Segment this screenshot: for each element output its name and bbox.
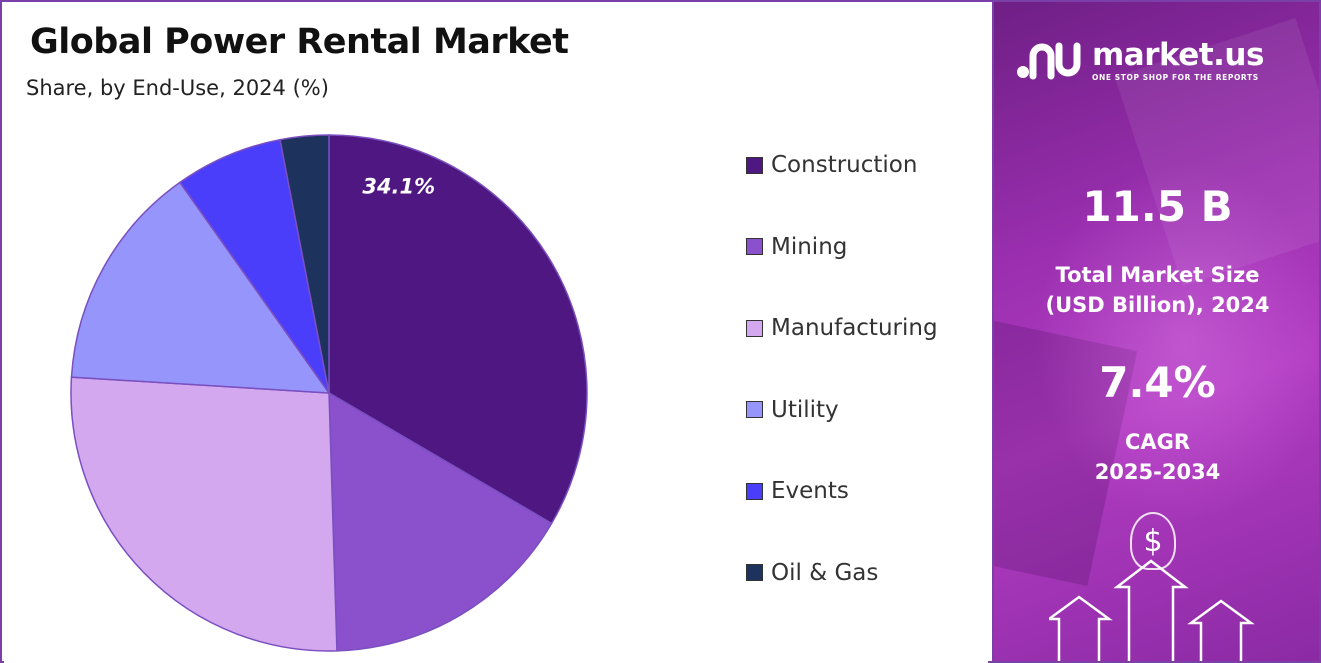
pie-slice-oil-gas bbox=[279, 134, 330, 394]
legend-label: Mining bbox=[771, 233, 848, 260]
brand-tagline: ONE STOP SHOP FOR THE REPORTS bbox=[1092, 72, 1259, 82]
legend-item: Mining bbox=[746, 234, 847, 260]
chart-title: Global Power Rental Market bbox=[30, 22, 569, 62]
legend-item: Construction bbox=[746, 152, 917, 178]
background-glow bbox=[1034, 162, 1319, 522]
legend-label: Construction bbox=[771, 152, 918, 178]
pie-chart: 34.1% bbox=[64, 128, 594, 658]
legend-item: Utility bbox=[746, 397, 839, 423]
pie-slice-utility bbox=[70, 181, 331, 394]
growth-arrows-icon bbox=[1049, 559, 1255, 661]
chart-subtitle: Share, by End-Use, 2024 (%) bbox=[26, 76, 329, 100]
legend-item: Events bbox=[746, 478, 849, 504]
market-size-label-line2: (USD Billion), 2024 bbox=[1045, 293, 1270, 317]
pie-slice-construction bbox=[328, 134, 588, 525]
pie-chart-svg: 34.1% bbox=[70, 134, 588, 652]
legend-item: Oil & Gas bbox=[746, 560, 878, 586]
cagr-label-line2: 2025-2034 bbox=[1094, 460, 1221, 484]
brand-name: market.us bbox=[1092, 36, 1264, 73]
legend-label: Manufacturing bbox=[771, 315, 938, 341]
pie-data-label: 34.1% bbox=[362, 174, 435, 198]
market-us-logo-icon bbox=[1017, 42, 1081, 80]
legend-swatch bbox=[746, 482, 763, 500]
legend-swatch bbox=[746, 401, 763, 418]
legend-label: Oil & Gas bbox=[771, 559, 879, 586]
dollar-icon: $ bbox=[1130, 512, 1176, 570]
legend-label: Utility bbox=[771, 396, 839, 423]
market-size-value: 11.5 B bbox=[1082, 182, 1233, 231]
legend-swatch bbox=[746, 564, 763, 581]
legend-swatch bbox=[746, 156, 763, 174]
legend-item: Manufacturing bbox=[746, 315, 938, 341]
summary-sidebar: market.us ONE STOP SHOP FOR THE REPORTS … bbox=[992, 2, 1319, 661]
legend-swatch bbox=[746, 319, 763, 337]
cagr-label-line1: CAGR bbox=[1124, 430, 1191, 454]
cagr-value: 7.4% bbox=[1099, 358, 1216, 407]
brand-logo: market.us ONE STOP SHOP FOR THE REPORTS bbox=[1016, 38, 1264, 82]
legend-label: Events bbox=[771, 478, 849, 504]
market-size-label-line1: Total Market Size bbox=[1055, 263, 1260, 287]
pie-slice-mining bbox=[328, 391, 553, 652]
chart-panel: Global Power Rental Market Share, by End… bbox=[4, 4, 988, 663]
pie-slice-manufacturing bbox=[70, 376, 338, 652]
legend-swatch bbox=[746, 238, 763, 255]
